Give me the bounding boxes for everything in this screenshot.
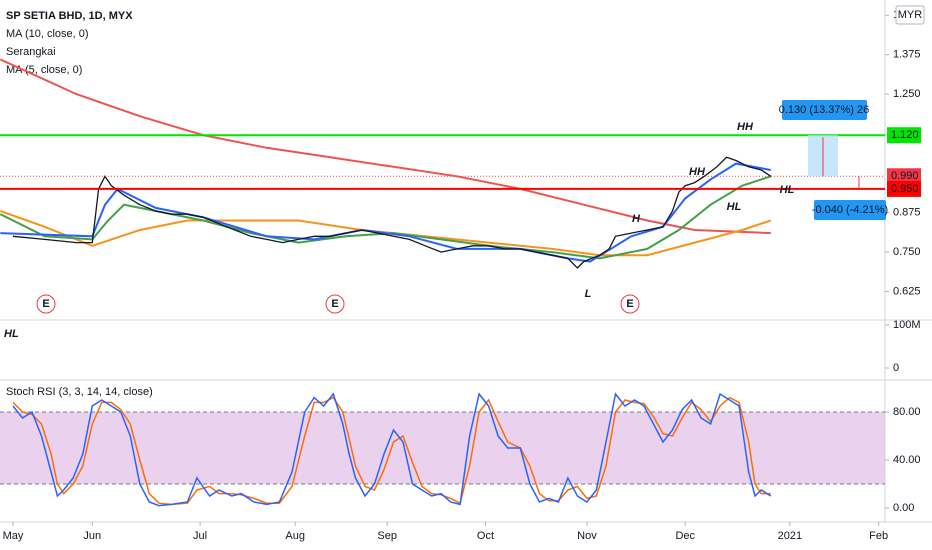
y-tick-label: 1.375 [893,49,921,61]
annotation: E [42,298,49,310]
x-tick-label: Feb [869,530,888,542]
level-label: 0.950 [891,183,919,195]
annotation: HL [727,201,742,213]
y-tick-label: 40.00 [893,454,921,466]
x-tick-label: 2021 [778,530,802,542]
legend: SP SETIA BHD, 1D, MYX MA (10, close, 0) Se… [6,10,133,76]
measure-label: 0.130 (13.37%) 26 [779,104,870,116]
ma-line [0,175,772,260]
legend-entry: Serangkai [6,46,56,58]
stoch-title: Stoch RSI (3, 3, 14, 14, close) [6,386,153,398]
annotation: HH [689,166,706,178]
y-tick-label: 1.250 [893,88,921,100]
annotation: HH [737,121,754,133]
y-tick-label: 0.750 [893,246,921,258]
x-tick-label: Jun [83,530,101,542]
measure-tag [814,200,886,220]
earnings-marker [36,294,56,314]
x-tick-label: Dec [675,530,695,542]
price-line [12,156,772,269]
x-tick-label: Sep [377,530,397,542]
stoch-line [12,392,772,507]
currency-box [895,5,925,25]
level-label: 0.990 [891,170,919,182]
measure-label: -0.040 (-4.21%) [812,204,888,216]
volume-label: HL [4,328,19,340]
earnings-marker [325,294,345,314]
x-tick-label: Oct [477,530,494,542]
ma-line [0,58,771,235]
annotation: E [331,298,338,310]
legend-entry: MA (5, close, 0) [6,64,82,76]
stoch-band [0,412,885,485]
y-tick-label: 0.625 [893,285,921,297]
ma-line [0,162,771,263]
y-tick-label: 100M [893,319,921,331]
x-tick-label: Nov [577,530,597,542]
annotation: L [585,288,592,300]
annotation: H [632,213,641,225]
measure-tag [782,100,867,120]
y-tick-label: 80.00 [893,406,921,418]
legend-entry: MA (10, close, 0) [6,28,89,40]
y-tick-label: 0.875 [893,207,921,219]
x-tick-label: Aug [285,530,305,542]
level-tag [887,180,921,197]
stoch-line [12,396,771,506]
level-label: 1.120 [891,129,919,141]
y-tick-label: 0.00 [893,502,914,514]
legend-entry: SP SETIA BHD, 1D, MYX [6,10,133,22]
currency-label: MYR [898,9,923,21]
level-tag [887,127,921,144]
x-tick-label: May [3,530,24,542]
annotation: E [626,298,633,310]
y-tick-label: 0 [893,362,899,374]
x-tick-label: Jul [193,530,207,542]
annotation: HL [780,184,795,196]
level-tag [887,168,921,185]
earnings-marker [620,294,640,314]
